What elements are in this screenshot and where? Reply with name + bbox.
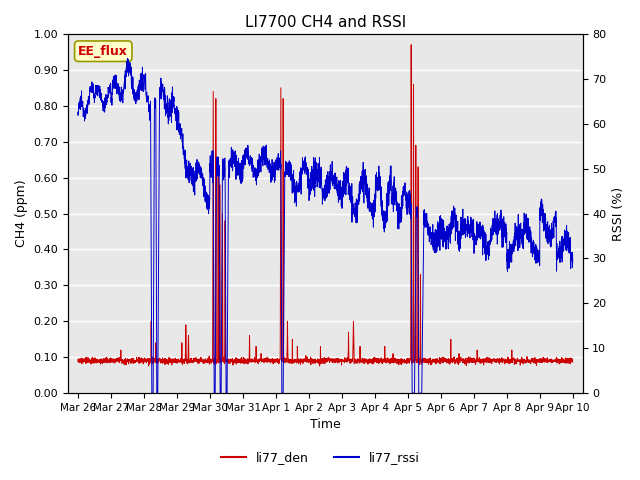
Y-axis label: CH4 (ppm): CH4 (ppm) <box>15 180 28 247</box>
li77_den <box>559 358 567 363</box>
li77_rssi <box>559 238 567 243</box>
li77_rssi <box>506 248 514 253</box>
Legend: li77_den, li77_rssi: li77_den, li77_rssi <box>216 446 424 469</box>
li77_rssi <box>160 97 168 103</box>
Line: li77_den: li77_den <box>78 45 573 366</box>
Title: LI7700 CH4 and RSSI: LI7700 CH4 and RSSI <box>244 15 406 30</box>
li77_den <box>316 363 323 369</box>
li77_den <box>264 359 271 364</box>
li77_rssi <box>131 87 138 93</box>
li77_rssi <box>124 56 131 61</box>
li77_den <box>131 359 138 365</box>
Text: EE_flux: EE_flux <box>78 45 128 58</box>
Line: li77_rssi: li77_rssi <box>78 59 573 393</box>
li77_den <box>569 359 577 365</box>
li77_rssi <box>74 113 82 119</box>
li77_den <box>74 359 82 364</box>
li77_rssi <box>569 260 577 265</box>
li77_den <box>407 42 415 48</box>
li77_den <box>160 360 168 365</box>
li77_den <box>285 357 293 363</box>
X-axis label: Time: Time <box>310 419 340 432</box>
Y-axis label: RSSI (%): RSSI (%) <box>612 186 625 240</box>
li77_rssi <box>285 160 293 166</box>
li77_den <box>506 359 514 365</box>
li77_rssi <box>264 167 272 172</box>
li77_rssi <box>148 390 156 396</box>
